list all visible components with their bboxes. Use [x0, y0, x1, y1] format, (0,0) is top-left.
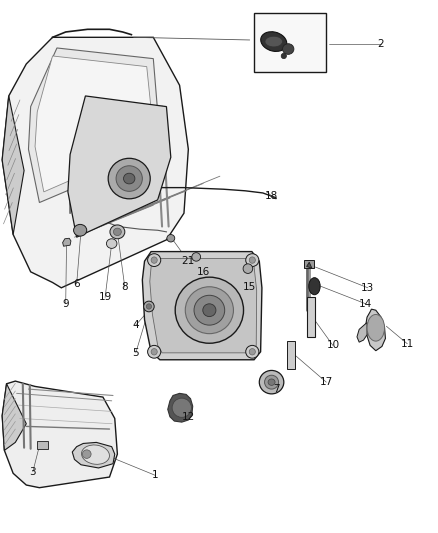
Ellipse shape [82, 450, 91, 458]
Ellipse shape [175, 277, 244, 343]
Ellipse shape [81, 445, 110, 464]
Text: 5: 5 [132, 348, 139, 358]
Polygon shape [2, 37, 188, 288]
Bar [37, 441, 48, 449]
Ellipse shape [281, 53, 286, 59]
Polygon shape [307, 262, 312, 268]
Bar [304, 260, 314, 268]
Polygon shape [150, 259, 257, 353]
Ellipse shape [106, 239, 117, 248]
Polygon shape [168, 393, 193, 422]
Ellipse shape [261, 32, 287, 51]
Ellipse shape [265, 375, 279, 389]
Bar [287, 341, 295, 369]
Ellipse shape [124, 173, 135, 184]
Bar [307, 297, 315, 337]
Text: 6: 6 [73, 279, 80, 289]
Ellipse shape [246, 254, 259, 266]
Text: 21: 21 [182, 256, 195, 266]
Text: 11: 11 [401, 339, 414, 349]
Polygon shape [35, 56, 151, 192]
Text: 15: 15 [243, 282, 256, 292]
Ellipse shape [249, 257, 255, 263]
Ellipse shape [113, 228, 121, 236]
Polygon shape [366, 309, 385, 351]
Ellipse shape [203, 304, 216, 317]
Ellipse shape [246, 345, 259, 358]
Text: 3: 3 [29, 467, 36, 477]
Ellipse shape [192, 253, 201, 261]
Text: 17: 17 [320, 377, 333, 387]
Text: 10: 10 [326, 341, 339, 350]
Ellipse shape [167, 235, 175, 242]
Polygon shape [28, 48, 158, 203]
Ellipse shape [259, 370, 284, 394]
Text: 19: 19 [99, 293, 112, 302]
Text: 16: 16 [197, 267, 210, 277]
Ellipse shape [185, 287, 233, 334]
Ellipse shape [146, 304, 152, 309]
Ellipse shape [148, 254, 161, 266]
Ellipse shape [151, 257, 157, 263]
Polygon shape [2, 96, 24, 235]
Polygon shape [142, 252, 262, 360]
Ellipse shape [172, 398, 191, 417]
Bar [254, 13, 326, 72]
Ellipse shape [74, 224, 87, 236]
Text: 8: 8 [121, 282, 128, 292]
Text: 18: 18 [265, 191, 278, 201]
Text: 13: 13 [361, 283, 374, 293]
Ellipse shape [110, 225, 125, 239]
Ellipse shape [148, 345, 161, 358]
Ellipse shape [116, 166, 142, 191]
Ellipse shape [108, 158, 150, 199]
Ellipse shape [309, 278, 320, 295]
Text: 1: 1 [152, 471, 159, 480]
Polygon shape [68, 96, 171, 237]
Text: 14: 14 [359, 299, 372, 309]
Ellipse shape [268, 379, 275, 385]
Text: 7: 7 [272, 384, 279, 394]
Ellipse shape [249, 349, 255, 355]
Text: 2: 2 [378, 39, 385, 49]
Text: 9: 9 [62, 299, 69, 309]
Ellipse shape [194, 295, 225, 325]
Ellipse shape [144, 301, 154, 312]
Ellipse shape [265, 36, 283, 47]
Ellipse shape [243, 264, 253, 273]
Ellipse shape [367, 314, 385, 341]
Text: 4: 4 [132, 320, 139, 330]
Polygon shape [72, 442, 115, 468]
Polygon shape [2, 384, 26, 450]
Ellipse shape [283, 44, 294, 54]
Polygon shape [63, 238, 71, 246]
Polygon shape [357, 322, 367, 342]
Polygon shape [2, 381, 117, 488]
Text: 12: 12 [182, 412, 195, 422]
Ellipse shape [151, 349, 157, 355]
